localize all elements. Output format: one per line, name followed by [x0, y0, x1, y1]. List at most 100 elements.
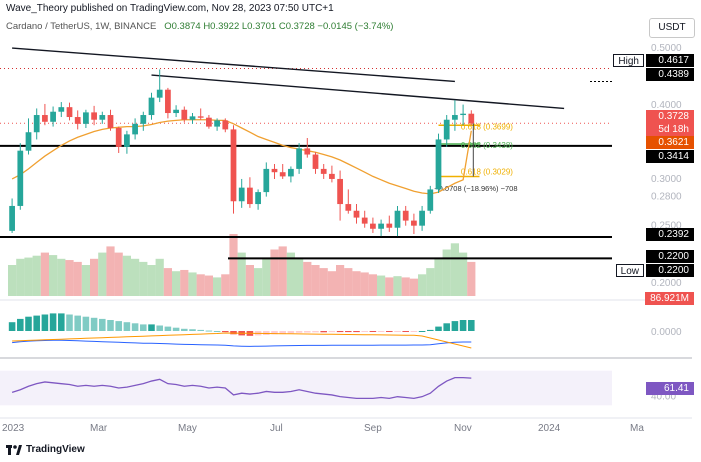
macd-histogram-bar [107, 320, 114, 331]
macd-line [12, 339, 472, 347]
candle-body [247, 187, 253, 205]
volume-bar [16, 258, 25, 296]
volume-bar [65, 260, 74, 296]
volume-bar [254, 268, 263, 296]
macd-histogram-bar [377, 331, 385, 332]
macd-histogram-bar [140, 324, 147, 331]
candle-body [197, 116, 204, 118]
price-tick-label: 0.3000 [651, 174, 682, 185]
rsi-line [11, 376, 472, 400]
candle-body [230, 129, 237, 202]
macd-histogram-bar [279, 331, 286, 334]
volume-bar [98, 252, 107, 296]
volume-bar [73, 261, 82, 296]
candle-body [91, 112, 97, 120]
symbol-line: Cardano / TetherUS, 1W, BINANCE O0.3874 … [6, 21, 393, 32]
macd-histogram-bar [418, 331, 426, 332]
volume-bar [344, 268, 353, 296]
currency-button[interactable]: USDT [649, 18, 695, 38]
candle-body [17, 150, 24, 206]
candle-body [329, 173, 335, 179]
candle-body [468, 113, 475, 124]
macd-histogram-bar [49, 313, 57, 331]
candle-body [189, 116, 196, 120]
volume-bar [213, 277, 222, 296]
volume-bar [163, 268, 172, 296]
candle-body [271, 168, 278, 173]
macd-histogram-bar [181, 328, 188, 331]
volume-bar [303, 261, 312, 296]
candle-body [411, 220, 417, 226]
candle-body [402, 210, 409, 221]
level-tag-2392: 0.2392 [614, 228, 694, 241]
volume-bar [188, 272, 197, 296]
volume-bar [393, 276, 402, 296]
footer-brand[interactable]: TradingView [6, 444, 85, 455]
level-value-2200: 0.2200 [646, 250, 694, 263]
macd-histogram-bar [402, 331, 409, 332]
candle-body [214, 120, 220, 127]
macd-histogram-bar [213, 331, 221, 332]
candle-body [361, 217, 368, 224]
candle-body [345, 204, 352, 211]
candle-body [427, 189, 434, 211]
macd-histogram-bar [336, 331, 344, 333]
volume-bar [327, 271, 336, 296]
candle-body [370, 223, 376, 229]
last-price-value: 0.3728 [646, 110, 694, 123]
time-tick-label: May [178, 423, 197, 434]
macd-histogram-bar [17, 318, 24, 331]
candle-body [312, 154, 319, 169]
volume-bar [278, 246, 287, 296]
volume-bar [409, 278, 418, 296]
candle-body [394, 210, 401, 228]
candle-body [115, 127, 122, 147]
time-tick-label: Sep [364, 423, 382, 434]
volume-bar [24, 257, 33, 296]
macd-zero-tick: 0.0000 [651, 327, 682, 338]
fib-label-382: 0.382 (0.3438) [461, 141, 513, 150]
candle-body [386, 223, 393, 228]
candle-body [132, 123, 138, 135]
candle-body [238, 187, 245, 202]
volume-bar [204, 275, 213, 296]
candle-body [337, 178, 343, 205]
volume-bar [155, 258, 164, 296]
volume-bar [377, 275, 386, 296]
candle-body [50, 111, 56, 122]
macd-histogram-bar [189, 329, 196, 331]
candle-body [279, 172, 286, 177]
candle-body [263, 168, 270, 193]
countdown-tag: 5d 18h [614, 123, 694, 136]
macd-histogram-bar [435, 326, 442, 331]
macd-histogram-bar [25, 316, 32, 331]
candle-body [25, 132, 32, 151]
macd-histogram-bar [287, 331, 295, 334]
volume-bar [418, 274, 427, 296]
last-price-tag: 0.3728 [614, 110, 694, 123]
macd-histogram-bar [90, 317, 98, 331]
volume-tag: 86.921M [614, 292, 694, 305]
macd-histogram-bar [123, 322, 131, 331]
macd-histogram-bar [8, 322, 16, 331]
ohlc-values: O0.3874 H0.3922 L0.3701 C0.3728 −0.0145 … [164, 21, 394, 32]
price-tick-label: 0.2800 [651, 192, 682, 203]
candle-body [33, 115, 40, 133]
macd-histogram-bar [82, 316, 90, 331]
candle-body [99, 115, 106, 120]
fib-label-618-lower: 0.618 (0.3029) [461, 167, 513, 176]
volume-bar [90, 258, 99, 296]
trendline [151, 74, 565, 110]
volume-bar [442, 249, 451, 296]
macd-histogram-bar [74, 315, 81, 331]
candle-body [320, 168, 327, 174]
low-label: Low [615, 264, 644, 277]
candle-body [222, 120, 229, 130]
candle-body [304, 148, 311, 155]
volume-bar [245, 265, 254, 296]
volume-bar [172, 271, 181, 296]
macd-histogram-bar [427, 329, 434, 331]
candle-body [378, 223, 384, 229]
